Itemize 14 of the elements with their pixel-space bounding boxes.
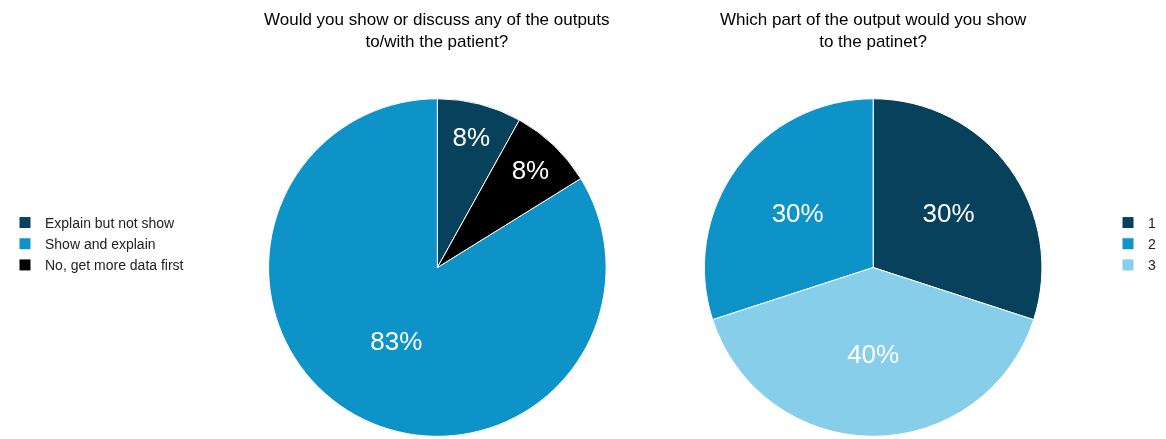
data-label: 30% xyxy=(922,197,975,228)
data-label: 8% xyxy=(452,121,491,152)
legend-label: 1 xyxy=(1148,215,1156,232)
legend-label: 3 xyxy=(1148,257,1156,274)
legend-label: Explain but not show xyxy=(45,215,176,232)
legend-label: No, get more data first xyxy=(45,257,184,274)
chart-title: Which part of the output would you show to the patinet? xyxy=(720,10,1027,52)
data-label: 83% xyxy=(370,326,423,357)
legend-label: Show and explain xyxy=(45,236,156,253)
data-label: 40% xyxy=(847,339,900,370)
chart-title: Would you show or discuss any of the outputs to/with the patient? xyxy=(264,10,610,52)
legend-label: 2 xyxy=(1148,236,1156,253)
data-label: 8% xyxy=(511,154,550,185)
data-label: 30% xyxy=(771,197,824,228)
